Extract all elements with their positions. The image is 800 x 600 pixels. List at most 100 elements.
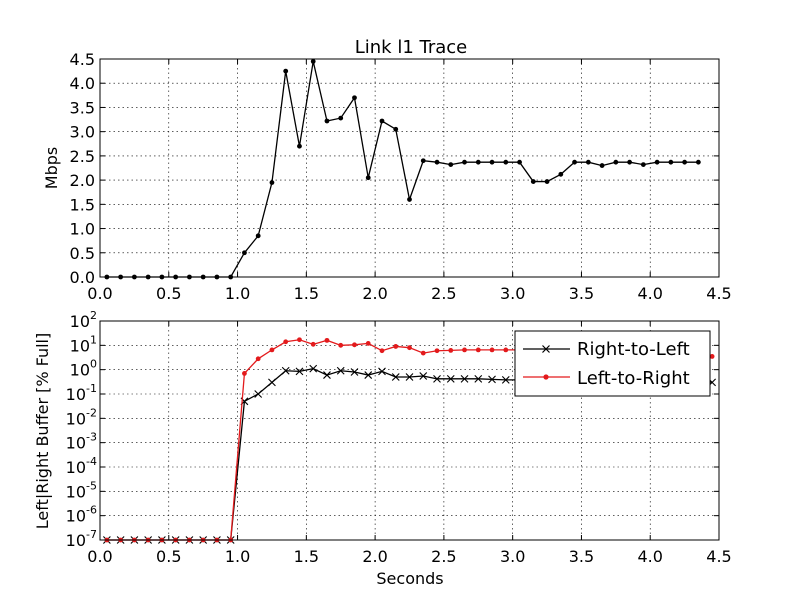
- x-tick-label-top-7: 3.5: [569, 284, 594, 303]
- y-tick-label-top-9: 4.5: [70, 50, 95, 69]
- series-point-top-0-16: [324, 118, 330, 124]
- series-point-top-0-42: [682, 159, 688, 165]
- x-tick-label-top-2: 1.0: [225, 284, 250, 303]
- x-tick-label-top-5: 2.5: [431, 284, 456, 303]
- chart-top-mbps: Link l1 Trace Mbps 0.0 0.5 1.0 1.5 2.0 2.5 3.0…: [42, 37, 732, 303]
- series-point-bottom-0-20: [378, 367, 386, 376]
- series-point-bottom-0-29: [501, 376, 510, 384]
- series-point-bottom-1-17: [338, 342, 344, 348]
- series-point-top-0-10: [242, 250, 247, 256]
- y-tick-label-bottom-3: 10-4: [66, 455, 97, 477]
- series-point-top-0-25: [448, 162, 454, 168]
- x-tick-label-bottom-5: 2.5: [431, 547, 456, 566]
- legend-marker-right-to-left: [542, 345, 550, 353]
- series-point-bottom-0-19: [364, 371, 373, 379]
- x-tick-label-bottom-8: 4.0: [637, 547, 662, 566]
- series-point-top-0-27: [475, 159, 481, 165]
- y-tick-label-bottom-9: 102: [70, 309, 97, 331]
- series-point-top-0-31: [530, 179, 536, 184]
- series-point-top-0-14: [297, 143, 302, 149]
- series-point-top-0-34: [572, 159, 577, 165]
- series-point-bottom-0-17: [336, 366, 345, 375]
- series-point-bottom-1-11: [255, 356, 261, 362]
- series-point-bottom-0-28: [488, 375, 496, 384]
- series-point-top-0-19: [365, 175, 371, 181]
- y-tick-label-bottom-2: 10-5: [66, 479, 97, 501]
- series-point-bottom-0-16: [323, 371, 331, 379]
- series-point-top-0-36: [599, 163, 605, 168]
- series-line-top-0: [106, 61, 699, 278]
- series-layer-top: [104, 59, 701, 280]
- series-point-bottom-1-22: [407, 345, 412, 351]
- x-tick-label-top-4: 2.0: [362, 284, 387, 303]
- series-point-bottom-1-14: [297, 337, 302, 343]
- series-point-bottom-1-19: [365, 341, 371, 346]
- y-tick-label-top-5: 2.5: [70, 147, 95, 166]
- series-point-top-0-38: [627, 159, 632, 165]
- series-point-top-0-33: [558, 171, 564, 177]
- series-point-top-0-23: [420, 158, 426, 164]
- series-point-bottom-1-25: [448, 347, 454, 353]
- series-point-bottom-1-18: [352, 342, 357, 348]
- series-point-bottom-1-23: [420, 350, 426, 356]
- series-point-top-0-40: [654, 159, 660, 165]
- series-point-bottom-0-15: [309, 364, 318, 373]
- series-point-bottom-1-10: [242, 371, 247, 376]
- series-point-bottom-0-18: [350, 368, 359, 376]
- y-axis-label-bottom: Left|Right Buffer [% Full]: [33, 333, 52, 530]
- series-point-top-0-39: [640, 162, 646, 168]
- y-tick-label-bottom-6: 10-1: [66, 382, 97, 404]
- y-tick-label-top-3: 1.5: [70, 195, 95, 214]
- series-point-top-0-26: [462, 159, 467, 165]
- x-tick-label-bottom-0: 0.0: [87, 547, 112, 566]
- grid-top: [100, 59, 719, 277]
- plot-frame-bottom: [99, 320, 720, 541]
- series-point-bottom-0-22: [405, 373, 414, 381]
- series-point-bottom-0-25: [446, 374, 455, 383]
- chart-bottom-buffer: Seconds Left|Right Buffer [% Full] 0.0 0.…: [33, 309, 732, 588]
- x-axis-label-bottom: Seconds: [376, 569, 443, 588]
- x-tick-label-top-3: 1.5: [294, 284, 319, 303]
- x-tick-label-top-6: 3.0: [500, 284, 525, 303]
- series-point-top-0-37: [613, 159, 619, 165]
- series-point-bottom-1-44: [709, 354, 715, 359]
- series-point-bottom-1-20: [379, 348, 385, 354]
- series-point-top-0-41: [668, 159, 674, 165]
- series-point-bottom-1-12: [269, 347, 275, 353]
- y-tick-label-bottom-1: 10-6: [66, 504, 97, 526]
- x-tick-label-bottom-9: 4.5: [706, 547, 731, 566]
- series-point-top-0-13: [283, 68, 289, 74]
- x-tick-label-bottom-2: 1.0: [225, 547, 250, 566]
- x-tick-label-bottom-6: 3.0: [500, 547, 525, 566]
- y-tick-label-bottom-0: 10-7: [66, 528, 97, 550]
- y-tick-label-bottom-5: 10-2: [66, 406, 97, 428]
- chart-title: Link l1 Trace: [355, 37, 468, 58]
- x-tick-label-bottom-1: 0.5: [156, 547, 181, 566]
- series-point-top-0-15: [310, 59, 316, 64]
- y-tick-label-top-7: 3.5: [70, 98, 95, 117]
- legend-marker-left-to-right: [543, 374, 549, 380]
- x-tick-label-top-8: 4.0: [637, 284, 662, 303]
- series-point-bottom-0-24: [433, 374, 441, 383]
- y-axis-label-top: Mbps: [42, 147, 61, 189]
- y-tick-label-top-6: 3.0: [70, 123, 95, 142]
- series-point-top-0-12: [269, 180, 275, 185]
- series-point-top-0-43: [695, 159, 701, 165]
- series-point-bottom-1-27: [475, 347, 481, 353]
- series-point-bottom-1-16: [324, 337, 330, 343]
- series-point-bottom-0-23: [419, 372, 428, 380]
- x-tick-label-bottom-4: 2.0: [362, 547, 387, 566]
- x-tick-label-top-9: 4.5: [706, 284, 731, 303]
- y-tick-label-top-2: 1.0: [70, 220, 95, 239]
- y-tick-label-bottom-7: 100: [70, 358, 97, 380]
- y-tick-label-top-0: 0.0: [70, 268, 95, 287]
- series-point-top-0-35: [585, 159, 591, 165]
- series-point-top-0-22: [407, 197, 412, 202]
- series-point-bottom-0-27: [474, 374, 483, 383]
- series-point-top-0-17: [338, 115, 344, 121]
- series-point-bottom-0-21: [391, 373, 400, 381]
- series-point-top-0-24: [434, 159, 440, 165]
- x-tick-label-top-1: 0.5: [156, 284, 181, 303]
- series-point-bottom-1-24: [434, 348, 440, 354]
